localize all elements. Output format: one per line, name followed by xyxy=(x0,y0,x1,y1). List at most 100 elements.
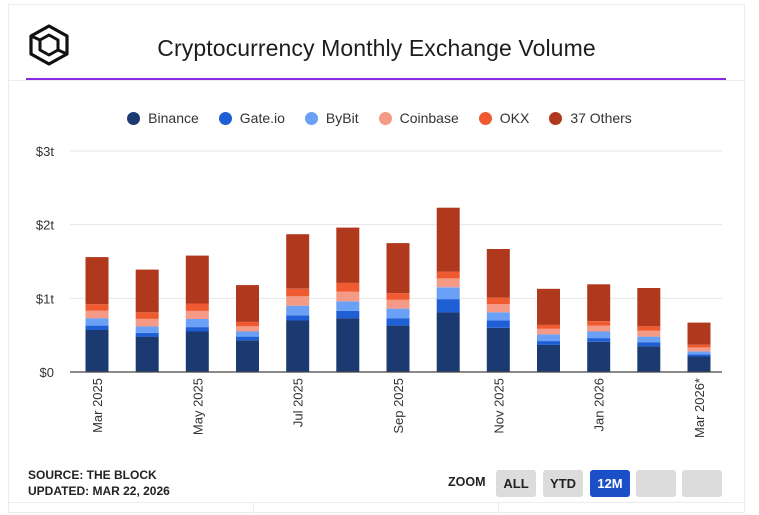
bar-segment-binance[interactable] xyxy=(687,356,711,373)
bar-segment-binance[interactable] xyxy=(486,327,510,372)
bar-segment-coinbase[interactable] xyxy=(486,304,510,313)
bar-segment-bybit[interactable] xyxy=(637,336,661,343)
bar-segment-37-others[interactable] xyxy=(537,288,560,325)
bar-segment-37-others[interactable] xyxy=(286,234,310,289)
bar-segment-37-others[interactable] xyxy=(386,243,410,294)
bar-segment-bybit[interactable] xyxy=(185,319,209,328)
bar-segment-binance[interactable] xyxy=(85,330,109,372)
bar-segment-coinbase[interactable] xyxy=(687,347,711,352)
bar-segment-okx[interactable] xyxy=(236,321,259,327)
bar-segment-okx[interactable] xyxy=(587,321,611,326)
bar-segment-bybit[interactable] xyxy=(236,331,259,337)
zoom-button-blank[interactable] xyxy=(682,470,722,497)
legend-item-coinbase[interactable]: Coinbase xyxy=(378,110,459,126)
legend-swatch xyxy=(304,111,318,125)
bar-segment-binance[interactable] xyxy=(436,312,460,372)
bar-segment-gate-io[interactable] xyxy=(85,325,109,330)
legend-item-37-others[interactable]: 37 Others xyxy=(549,110,632,126)
bar-segment-coinbase[interactable] xyxy=(185,310,209,319)
bar-segment-gate-io[interactable] xyxy=(687,354,711,357)
legend-item-okx[interactable]: OKX xyxy=(478,110,529,126)
bar-segment-bybit[interactable] xyxy=(587,331,611,339)
bar-segment-bybit[interactable] xyxy=(436,287,460,300)
bar-segment-gate-io[interactable] xyxy=(135,333,159,337)
zoom-button-blank[interactable] xyxy=(636,470,676,497)
bar-segment-binance[interactable] xyxy=(537,344,560,372)
bar-segment-binance[interactable] xyxy=(386,325,410,372)
bar-segment-okx[interactable] xyxy=(286,288,310,297)
source-text: SOURCE: THE BLOCK xyxy=(28,468,157,482)
bar-segment-bybit[interactable] xyxy=(85,318,109,326)
bar-segment-gate-io[interactable] xyxy=(286,315,310,321)
bar-segment-binance[interactable] xyxy=(185,331,209,373)
bar-segment-coinbase[interactable] xyxy=(236,326,259,332)
bar-segment-37-others[interactable] xyxy=(436,207,460,272)
bar-segment-okx[interactable] xyxy=(537,324,560,329)
title-underline xyxy=(26,78,726,80)
bar-segment-okx[interactable] xyxy=(336,282,360,292)
legend-label: ByBit xyxy=(325,110,359,126)
bar-segment-coinbase[interactable] xyxy=(637,330,661,337)
bar-segment-okx[interactable] xyxy=(386,293,410,300)
bar-segment-bybit[interactable] xyxy=(386,308,410,319)
legend-item-bybit[interactable]: ByBit xyxy=(304,110,359,126)
bar-segment-binance[interactable] xyxy=(286,320,310,372)
bar-segment-okx[interactable] xyxy=(436,271,460,279)
bar-segment-gate-io[interactable] xyxy=(486,320,510,328)
bar-segment-okx[interactable] xyxy=(687,344,711,348)
bar-segment-coinbase[interactable] xyxy=(135,319,159,327)
bar-segment-gate-io[interactable] xyxy=(637,342,661,347)
bar-segment-coinbase[interactable] xyxy=(436,278,460,288)
zoom-label: ZOOM xyxy=(448,475,486,489)
bar-segment-37-others[interactable] xyxy=(637,288,661,327)
bar-segment-37-others[interactable] xyxy=(85,257,109,305)
chart-header: Cryptocurrency Monthly Exchange Volume xyxy=(8,4,745,82)
bar-segment-gate-io[interactable] xyxy=(185,327,209,332)
zoom-button-ytd[interactable]: YTD xyxy=(543,470,583,497)
bar-segment-okx[interactable] xyxy=(85,304,109,311)
bar-segment-coinbase[interactable] xyxy=(336,291,360,302)
bar-segment-gate-io[interactable] xyxy=(587,338,611,342)
bar-segment-bybit[interactable] xyxy=(486,312,510,321)
bar-segment-gate-io[interactable] xyxy=(436,299,460,313)
bar-segment-coinbase[interactable] xyxy=(286,296,310,306)
bar-segment-binance[interactable] xyxy=(637,346,661,372)
chart-legend: Binance Gate.io ByBit Coinbase OKX 37 Others xyxy=(0,108,759,128)
bar-segment-37-others[interactable] xyxy=(587,284,611,322)
legend-item-binance[interactable]: Binance xyxy=(127,110,199,126)
bar-segment-okx[interactable] xyxy=(637,326,661,331)
zoom-button-all[interactable]: ALL xyxy=(496,470,536,497)
bar-segment-binance[interactable] xyxy=(135,336,159,372)
bar-segment-binance[interactable] xyxy=(236,340,259,372)
y-tick-label: $2t xyxy=(36,218,54,233)
bar-segment-coinbase[interactable] xyxy=(85,310,109,319)
bar-segment-gate-io[interactable] xyxy=(236,336,259,341)
bar-segment-coinbase[interactable] xyxy=(386,299,410,309)
bar-segment-okx[interactable] xyxy=(486,297,510,305)
bar-segment-gate-io[interactable] xyxy=(336,310,360,319)
bar-segment-binance[interactable] xyxy=(587,341,611,372)
bar-segment-gate-io[interactable] xyxy=(537,341,560,345)
zoom-button-12m[interactable]: 12M xyxy=(590,470,630,497)
bar-segment-37-others[interactable] xyxy=(687,322,711,345)
bar-segment-coinbase[interactable] xyxy=(587,325,611,332)
bar-segment-bybit[interactable] xyxy=(336,301,360,311)
bar-segment-37-others[interactable] xyxy=(236,285,259,322)
bar-segment-37-others[interactable] xyxy=(336,227,360,283)
bar-segment-37-others[interactable] xyxy=(486,249,510,298)
updated-text: UPDATED: MAR 22, 2026 xyxy=(28,484,170,498)
bar-segment-okx[interactable] xyxy=(135,312,159,319)
bar-segment-binance[interactable] xyxy=(336,318,360,372)
bar-segment-37-others[interactable] xyxy=(135,269,159,313)
bar-segment-bybit[interactable] xyxy=(135,326,159,333)
legend-swatch xyxy=(218,111,232,125)
chart-title: Cryptocurrency Monthly Exchange Volume xyxy=(157,35,596,61)
bar-segment-gate-io[interactable] xyxy=(386,318,410,326)
legend-item-gate-io[interactable]: Gate.io xyxy=(218,110,285,126)
bar-segment-bybit[interactable] xyxy=(687,351,711,355)
bar-segment-coinbase[interactable] xyxy=(537,328,560,335)
bar-segment-37-others[interactable] xyxy=(185,255,209,304)
bar-segment-okx[interactable] xyxy=(185,303,209,311)
bar-segment-bybit[interactable] xyxy=(537,334,560,341)
bar-segment-bybit[interactable] xyxy=(286,305,310,316)
